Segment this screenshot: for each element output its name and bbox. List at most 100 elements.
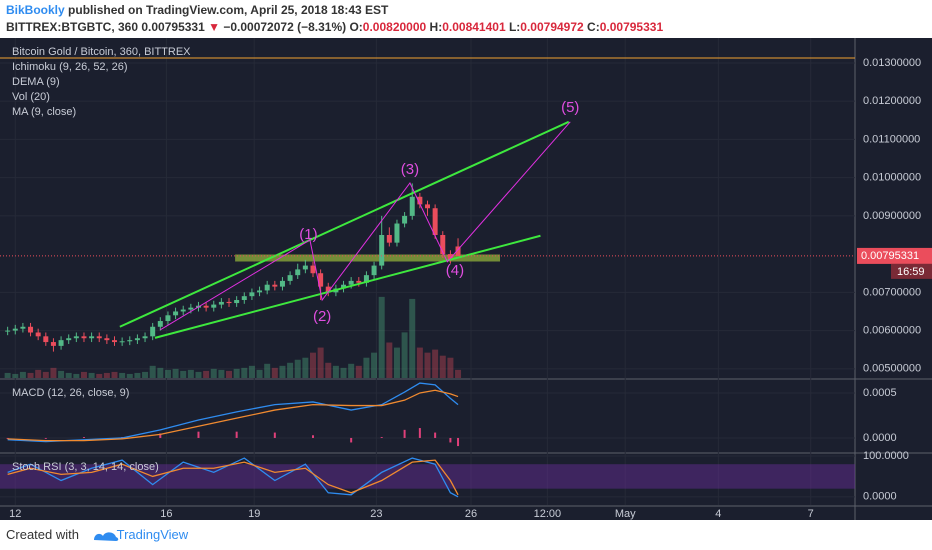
volume-bar [164,369,171,378]
candle-body [363,275,369,283]
volume-bar [386,342,393,378]
volume-bar [393,347,400,378]
volume-bar [27,372,34,378]
histogram-bar [457,437,460,447]
candle-body [89,336,95,339]
histogram-bar [311,435,314,438]
candle-body [211,304,217,308]
histogram-bar [434,432,437,438]
histogram-bar [159,433,162,438]
ohlc-value: 0.00794972 [520,20,584,34]
candle-body [12,328,18,331]
volume-bar [455,369,462,378]
last: 0.00795331 [141,20,205,34]
y-tick-label: 0.01000000 [863,172,921,184]
volume-bar [401,332,408,378]
background [0,38,932,520]
volume-bar [58,370,65,378]
candle-body [150,326,156,337]
x-tick-label: 23 [370,508,382,520]
volume-bar [218,369,225,378]
trendline [154,234,541,339]
candle-body [272,284,278,287]
candle-body [96,336,102,339]
x-tick-label: 16 [160,508,172,520]
volume-bar [248,365,255,378]
volume-bar [279,365,286,378]
volume-bar [256,369,263,378]
brand[interactable]: TradingView [116,527,189,542]
candle-body [5,330,11,332]
volume-bar [195,371,202,378]
wave-label: (4) [446,262,464,279]
x-tick-label: May [615,508,636,520]
volume-bar [88,372,95,378]
histogram-bar [197,431,200,438]
volume-bar [332,365,339,378]
legend-entry: MA (9, close) [12,106,76,118]
chart: 12 16 19 23 26 12:00 May 4 7 0.00500000 0.00600000… [0,38,932,520]
y-tick-label: 0.00900000 [863,210,921,222]
legend-entry: DEMA (9) [12,76,60,88]
volume-bar [241,367,248,378]
x-tick-label: 12:00 [534,508,562,520]
volume-bar [226,370,233,378]
y-tick-label: 0.00700000 [863,286,921,298]
logo [94,532,119,541]
candle-body [287,275,293,281]
histogram-bar [380,437,383,438]
candle-body [241,296,247,300]
volume-bar [416,347,423,378]
histogram-bar [235,431,238,438]
candle-body [394,223,400,243]
volume-bar [187,369,194,378]
indicator-line [7,459,459,496]
volume-bar [363,357,370,378]
candle-body [264,284,270,291]
candle-body [379,235,385,266]
histogram-bar [350,437,353,443]
last-price-box [857,247,932,264]
countdown-box [891,263,932,279]
volume-bar [447,357,454,378]
candle-body [66,338,72,341]
y-tick-label: 0.01100000 [863,133,920,145]
candle-body [310,265,316,274]
volume-bar [126,373,133,378]
candle-body [157,321,163,327]
histogram-bar [44,437,47,439]
volume-bar [103,372,110,378]
volume-bar [19,371,26,378]
volume-bar [142,371,149,378]
wave-label: (1) [299,226,317,243]
x-tick-label: 4 [715,508,721,520]
candle-body [249,292,255,297]
quote-line: BITTREX:BTGBTC, 360 0.00795331 ▼ −0.0007… [6,19,663,36]
arrow: ▼ [208,20,220,34]
volume-bar [340,367,347,378]
trendline [119,120,570,328]
candle-body [341,284,347,289]
created: Created with [6,527,79,542]
last-price-label: 0.00795331 [861,250,919,262]
logo-cloud [94,532,119,541]
volume-bar [378,296,385,378]
header: BikBookly published on TradingView.com, … [6,2,663,36]
x-tick-label: 19 [248,508,260,520]
candle-body [447,254,453,260]
candle-body [318,273,324,287]
y-tick-label: 100.0000 [863,450,909,462]
ohlc-value: 0.00841401 [442,20,506,34]
volume-bar [50,367,57,378]
x-tick-label: 7 [808,508,814,520]
published: published on TradingView.com, April 25, … [68,3,389,17]
volume-bar [203,370,210,378]
candle-body [425,204,430,209]
author[interactable]: BikBookly [6,3,65,17]
volume-bar [80,371,87,378]
candle-body [142,336,148,339]
volume-bar [73,373,80,378]
candle-body [356,280,362,283]
volume-bar [12,373,19,378]
histogram-bar [273,432,276,438]
